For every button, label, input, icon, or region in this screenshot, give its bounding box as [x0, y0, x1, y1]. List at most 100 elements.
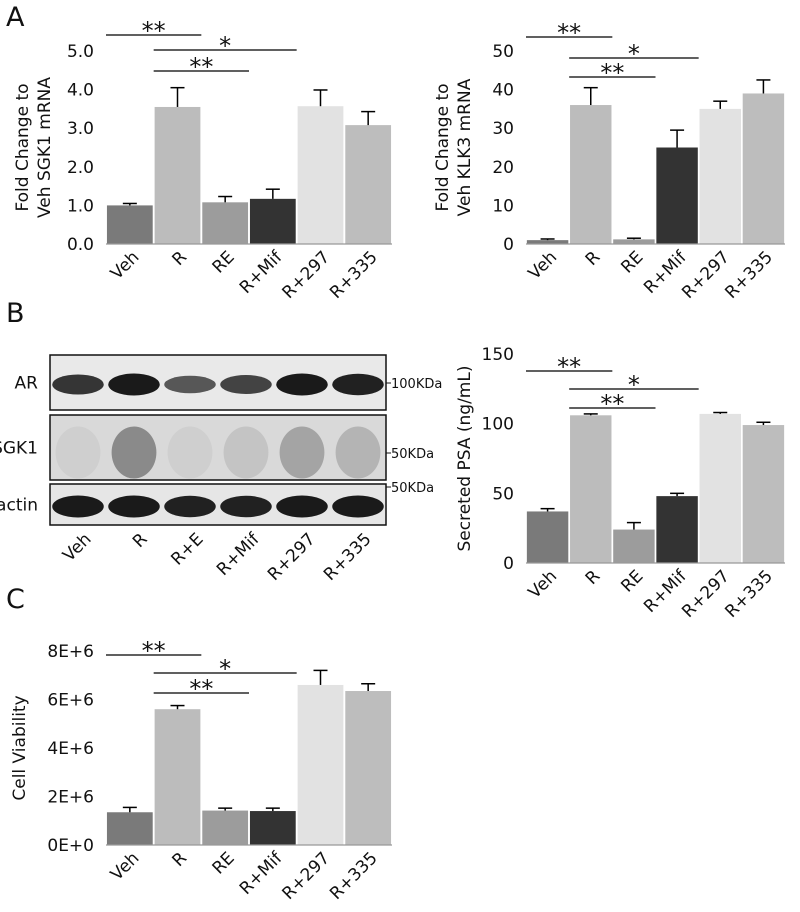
blot-lane-label: Veh: [59, 529, 95, 565]
error-bar: [218, 807, 233, 811]
blot-band: [111, 426, 157, 479]
error-bar: [313, 669, 328, 685]
bar: [742, 93, 785, 245]
x-tick-label: RE: [617, 247, 647, 277]
panel-letter: A: [6, 2, 25, 33]
blot-band: [164, 375, 216, 394]
blot-band: [332, 373, 384, 396]
y-tick-label: 2.0: [67, 158, 94, 178]
bar: [345, 125, 392, 244]
blot-marker-label: 50KDa: [391, 447, 434, 462]
error-bar: [122, 806, 137, 813]
blot-lane-label: R: [129, 529, 152, 552]
significance-label: **: [557, 19, 581, 47]
blot-band: [223, 426, 269, 479]
significance-label: **: [189, 53, 213, 81]
y-axis-label: Veh SGK1 mRNA: [35, 77, 55, 218]
blot-band: [164, 495, 216, 518]
bar: [699, 413, 741, 563]
error-bar: [170, 86, 185, 107]
y-axis-label: Fold Change to: [433, 83, 453, 211]
y-tick-label: 0E+0: [47, 836, 94, 856]
y-tick-label: 150: [482, 345, 514, 365]
blot-marker-label: 100KDa: [391, 377, 442, 392]
x-tick-label: R+297: [279, 247, 335, 303]
x-tick-label: R: [582, 247, 605, 270]
y-axis-label: Secreted PSA (ng/mL): [455, 366, 475, 552]
bar: [656, 147, 698, 244]
y-tick-label: 4E+6: [47, 739, 94, 759]
blot-band: [55, 426, 101, 479]
x-tick-label: RE: [617, 566, 647, 596]
error-bar: [713, 411, 728, 414]
error-bar: [540, 507, 555, 512]
bar: [154, 106, 201, 244]
blot-band: [52, 374, 104, 395]
bar: [297, 106, 344, 244]
y-tick-label: 0: [503, 554, 514, 574]
y-tick-label: 8E+6: [47, 642, 94, 662]
x-tick-label: R+297: [279, 848, 335, 904]
bar: [526, 240, 569, 244]
x-tick-label: R+297: [678, 566, 734, 622]
y-axis-label: Veh KLK3 mRNA: [455, 78, 475, 216]
bar: [249, 811, 296, 845]
x-tick-label: RE: [209, 247, 239, 277]
bar: [106, 205, 153, 244]
y-tick-label: 50: [492, 42, 514, 62]
significance-label: **: [142, 637, 166, 665]
x-tick-label: R+335: [326, 247, 382, 303]
y-tick-label: 50: [492, 484, 514, 504]
error-bar: [670, 129, 685, 148]
panel-letter: C: [6, 584, 25, 615]
bar: [570, 415, 612, 563]
y-tick-label: 30: [492, 119, 514, 139]
bar: [699, 108, 741, 245]
blot-panel: [49, 414, 387, 481]
blot-band: [335, 426, 381, 479]
error-bar: [361, 682, 376, 692]
bar: [526, 511, 569, 563]
blot-lane-label: R+297: [264, 529, 320, 585]
significance-label: *: [219, 655, 231, 683]
significance-label: **: [600, 59, 624, 87]
x-tick-label: R+335: [326, 848, 382, 904]
x-tick-label: R: [582, 566, 605, 589]
error-bar: [583, 413, 598, 416]
bar: [570, 105, 612, 244]
blot-lane-label: R+E: [167, 529, 207, 569]
error-bar: [626, 237, 641, 240]
significance-label: *: [628, 371, 640, 399]
bar: [202, 810, 249, 845]
error-bar: [626, 521, 641, 530]
blot-band: [279, 426, 325, 479]
significance-label: **: [557, 353, 581, 381]
x-tick-label: R+335: [721, 247, 777, 303]
y-tick-label: 5.0: [67, 42, 94, 62]
blot-band: [167, 426, 213, 479]
y-tick-label: 2E+6: [47, 788, 94, 808]
blot-row-label: AR: [15, 374, 39, 394]
blot-panel: [49, 483, 387, 526]
bar: [202, 202, 249, 244]
blot-band: [276, 373, 328, 396]
significance-label: **: [142, 17, 166, 45]
significance-label: **: [600, 390, 624, 418]
error-bar: [713, 100, 728, 109]
panel-letter: B: [6, 298, 25, 329]
x-tick-label: RE: [209, 848, 239, 878]
error-bar: [756, 79, 771, 94]
blot-band: [108, 495, 160, 518]
bar: [345, 691, 392, 845]
bar: [613, 529, 655, 563]
x-tick-label: Veh: [525, 566, 561, 602]
error-bar: [583, 86, 598, 106]
blot-band: [220, 495, 272, 518]
significance-label: *: [219, 32, 231, 60]
error-bar: [361, 110, 376, 126]
x-tick-label: Veh: [107, 848, 143, 884]
x-tick-label: R: [169, 848, 192, 871]
bar: [154, 709, 201, 845]
error-bar: [756, 421, 771, 426]
blot-band: [276, 495, 328, 518]
